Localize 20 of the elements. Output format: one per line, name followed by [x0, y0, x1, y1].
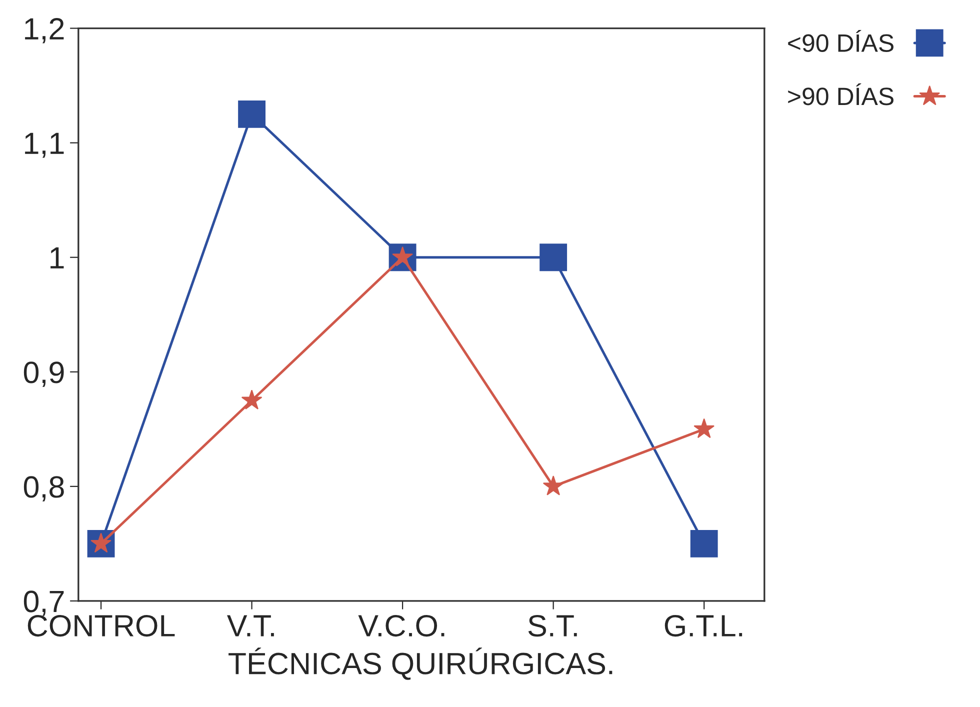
y-tick-label: 1	[50, 247, 64, 268]
y-tick-label: 1,1	[25, 132, 64, 158]
x-tick-label: S.T.	[528, 614, 577, 637]
point	[540, 244, 568, 272]
point	[694, 418, 715, 438]
y-tick-label: 1,2	[25, 18, 64, 44]
point	[241, 390, 262, 410]
x-axis-title: TÉCNICAS QUIRÚRGICAS.	[228, 648, 612, 680]
y-tick-label: 0,9	[24, 362, 64, 387]
x-tick-label: CONTROL	[28, 614, 175, 637]
x-tick-label: V.C.O.	[358, 614, 444, 637]
legend-label: <90 DÍAS	[788, 30, 894, 52]
y-tick-label: 0,7	[24, 590, 64, 616]
point	[542, 475, 564, 496]
x-tick-label: G.T.L.	[664, 614, 742, 637]
point	[690, 530, 718, 558]
x-tick-label: V.T.	[227, 615, 274, 636]
legend-label: >90 DÍAS	[788, 83, 894, 106]
y-tick-label: 0,8	[24, 476, 64, 502]
point	[238, 100, 266, 128]
